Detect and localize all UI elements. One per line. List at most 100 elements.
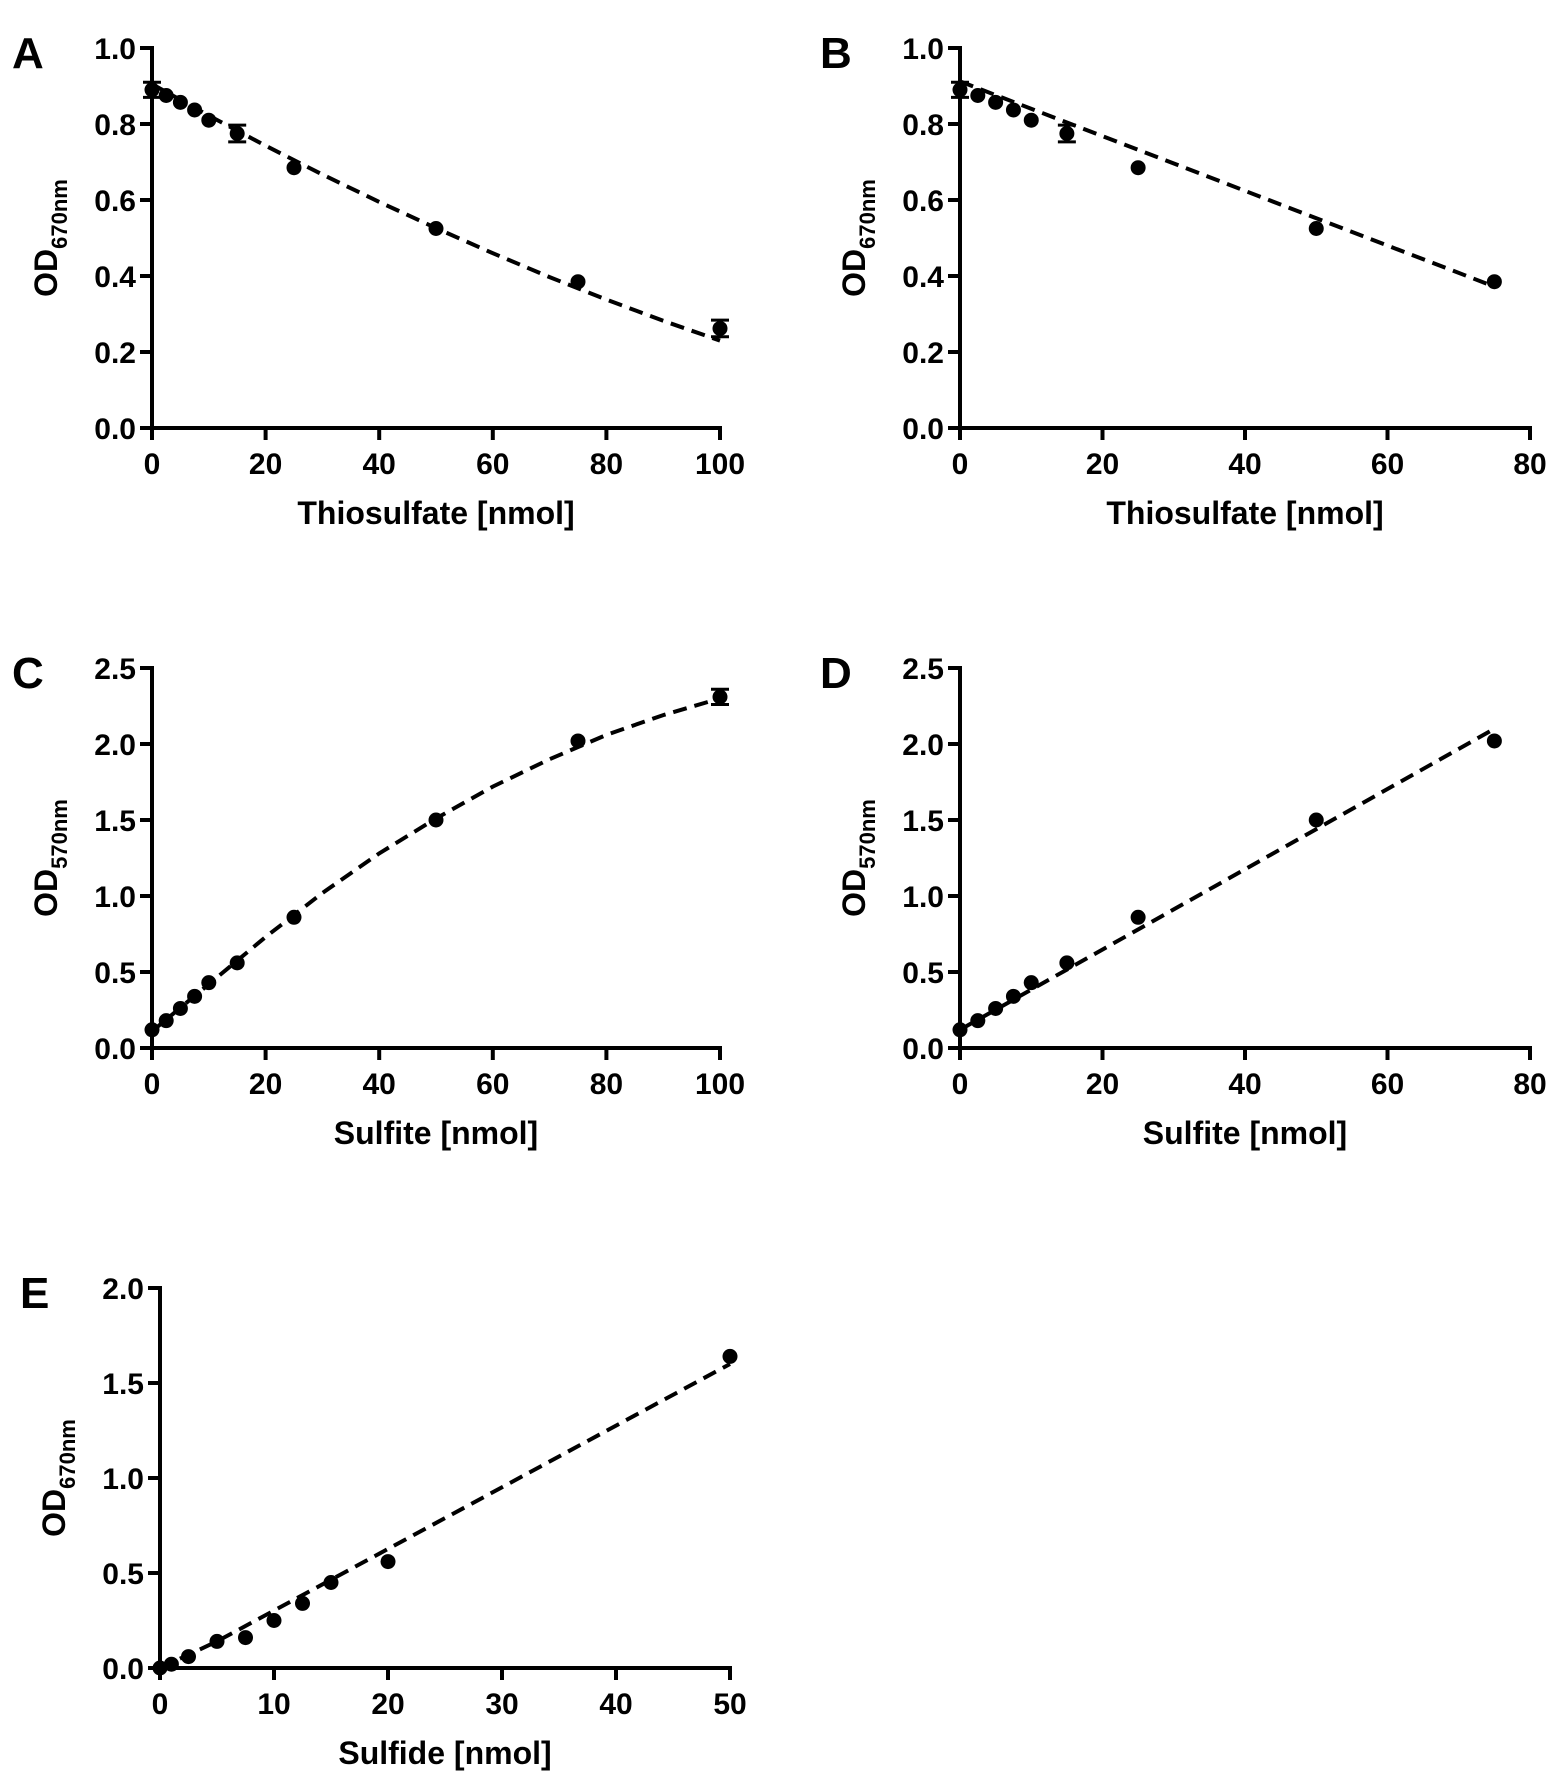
y-axis-title-subscript: 670nm [47,179,72,249]
y-axis-title-subscript: 670nm [855,179,880,249]
data-point [158,88,174,103]
x-tick-label: 20 [249,1068,282,1101]
y-axis-title-main: OD [36,1489,72,1537]
data-point [570,733,586,749]
data-point [172,1000,188,1016]
y-tick-label: 0.5 [102,1558,144,1591]
data-point [428,812,444,828]
data-point [1059,126,1075,141]
y-tick-label: 1.0 [102,1463,144,1496]
data-point [1005,988,1021,1004]
y-axis-title: OD670nm [28,179,72,297]
fit-curve [959,727,1496,1032]
x-tick-label: 20 [371,1688,404,1721]
x-tick-label: 60 [1371,448,1404,481]
x-tick-label: 80 [590,448,623,481]
x-tick-label: 10 [257,1688,290,1721]
x-tick-label: 40 [363,448,396,481]
data-point [380,1554,396,1570]
x-tick-label: 80 [590,1068,623,1101]
data-point [1486,274,1502,290]
data-point [1023,975,1039,991]
data-point [201,975,217,991]
y-tick-label: 0.6 [94,185,136,218]
panel-d: 0.0 0.5 1.0 1.5 2.0 2.5 0 20 40 60 80 Sulfite [nmol… [820,649,1547,1151]
y-tick-label: 2.5 [902,653,944,686]
x-axis-title: Sulfide [nmol] [338,1735,551,1771]
x-tick-label: 20 [1086,448,1119,481]
x-axis-title: Sulfite [nmol] [334,1115,538,1151]
y-tick-label: 0.8 [902,109,944,142]
x-tick-label: 20 [249,448,282,481]
x-tick-label: 60 [476,1068,509,1101]
data-point [229,955,245,971]
data-point [286,160,302,176]
data-point [323,1575,339,1590]
y-tick-label: 1.5 [102,1368,144,1401]
y-axis-title-subscript: 570nm [47,799,72,869]
x-tick-label: 30 [485,1688,518,1721]
data-point [1059,955,1075,971]
x-axis-title: Sulfite [nmol] [1143,1115,1347,1151]
x-tick-label: 0 [952,1068,969,1101]
y-tick-label: 0.0 [902,413,944,446]
panel-letter: B [820,29,852,78]
x-tick-label: 60 [476,448,509,481]
y-tick-label: 0.4 [902,261,944,294]
y-tick-label: 2.5 [94,653,136,686]
data-point [201,112,217,128]
data-point [144,82,160,98]
panel-b: 0.0 0.2 0.4 0.6 0.8 1.0 0 20 40 60 80 Thiosulfate [… [820,29,1547,531]
data-point [295,1595,310,1611]
y-tick-label: 0.4 [94,261,136,294]
y-tick-label: 1.5 [94,805,136,838]
y-tick-label: 1.0 [94,33,136,66]
data-point [172,94,188,110]
fit-curve [150,696,721,1033]
panel-e: 0.0 0.5 1.0 1.5 2.0 0 10 20 30 40 50 Sulfide [nmol]… [20,1269,747,1771]
data-point [1308,812,1324,828]
y-tick-label: 1.0 [902,881,944,914]
y-axis-title-main: OD [836,249,872,297]
x-tick-label: 100 [695,448,745,481]
data-point [144,1022,160,1038]
data-point [229,126,245,141]
data-point [1023,112,1039,128]
y-tick-label: 0.2 [902,337,944,370]
panel-letter: E [20,1269,49,1318]
data-point [988,94,1004,110]
data-point [1005,102,1021,118]
data-point [152,1660,168,1676]
y-axis-title: OD570nm [28,799,72,917]
data-point [970,1013,986,1029]
x-tick-label: 40 [1228,448,1261,481]
y-tick-label: 1.5 [902,805,944,838]
panel-a: 0.0 0.2 0.4 0.6 0.8 1.0 0 20 40 60 80 100 Thiosulfat… [12,29,745,531]
data-point [181,1649,196,1665]
data-point [286,909,302,925]
y-tick-label: 1.0 [902,33,944,66]
y-tick-label: 0.0 [94,1033,136,1066]
data-point [209,1633,225,1649]
data-point [988,1000,1004,1016]
x-tick-label: 40 [599,1688,632,1721]
panel-letter: A [12,29,44,78]
x-tick-label: 50 [713,1688,746,1721]
x-tick-label: 0 [152,1688,169,1721]
y-tick-label: 2.0 [94,729,136,762]
x-tick-label: 20 [1086,1068,1119,1101]
data-point [1486,733,1502,749]
data-point [158,1013,174,1029]
fit-curve [151,82,721,343]
y-tick-label: 0.8 [94,109,136,142]
y-axis-title: OD670nm [36,1419,80,1537]
data-point [952,82,968,98]
data-point [1308,221,1324,236]
data-point [1130,909,1146,925]
x-tick-label: 60 [1371,1068,1404,1101]
x-axis-title: Thiosulfate [nmol] [1106,495,1383,531]
x-tick-label: 40 [363,1068,396,1101]
y-tick-label: 2.0 [102,1273,144,1306]
x-tick-label: 0 [952,448,969,481]
